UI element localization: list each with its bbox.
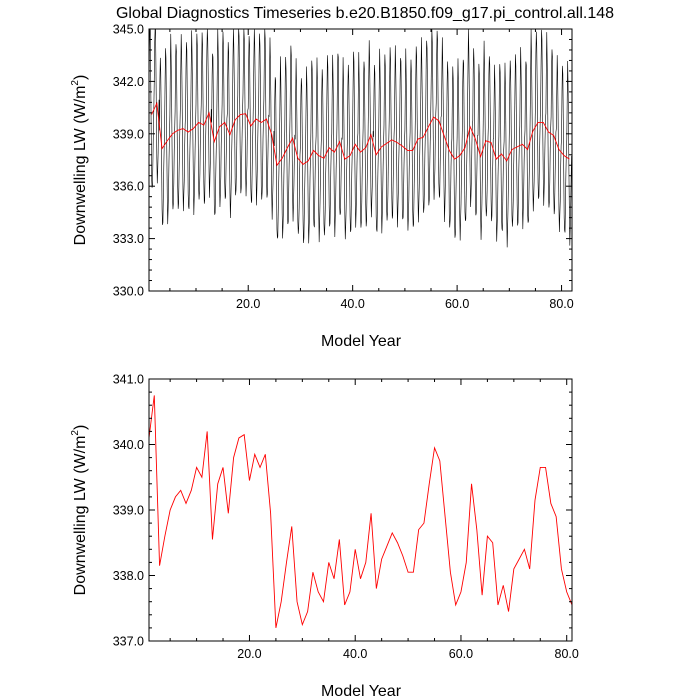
top-panel: 20.0 40.0 60.0 80.0 330.0 333.0 336.0 339.0 342.… bbox=[70, 23, 574, 351]
top-panel-ylabel-main: Downwelling LW (W/m bbox=[72, 86, 89, 246]
chart-title: Global Diagnostics Timeseries b.e20.B185… bbox=[116, 5, 614, 22]
bottom-panel-ytick-label: 339.0 bbox=[113, 504, 144, 518]
top-panel-ytick-label: 336.0 bbox=[113, 180, 144, 194]
top-panel-ytick-label: 330.0 bbox=[113, 285, 144, 299]
bottom-panel-ytick-label: 341.0 bbox=[113, 373, 144, 387]
bottom-panel-ylabel-main: Downwelling LW (W/m bbox=[72, 436, 89, 596]
top-panel-ytick-label: 339.0 bbox=[113, 127, 144, 141]
top-panel-xtick-label: 80.0 bbox=[549, 297, 573, 311]
bottom-panel-xtick-label: 60.0 bbox=[449, 647, 473, 661]
bottom-panel-xtick-label: 20.0 bbox=[237, 647, 261, 661]
bottom-panel-ylabel: Downwelling LW (W/m2) bbox=[70, 425, 89, 596]
top-panel-ticks: 20.0 40.0 60.0 80.0 330.0 333.0 336.0 339.0 342.… bbox=[113, 23, 574, 312]
top-panel-xtick-label: 60.0 bbox=[445, 297, 469, 311]
bottom-panel-ytick-label: 337.0 bbox=[113, 635, 144, 649]
bottom-panel-frame bbox=[148, 378, 573, 642]
bottom-panel-ylabel-close: ) bbox=[72, 425, 89, 430]
top-panel-ylabel-sup: 2 bbox=[70, 80, 81, 86]
bottom-panel: 20.0 40.0 60.0 80.0 337.0 338.0 339.0 340.0 341.… bbox=[70, 373, 579, 700]
bottom-panel-xtick-label: 80.0 bbox=[555, 647, 579, 661]
top-panel-ylabel-close: ) bbox=[72, 75, 89, 80]
top-panel-frame bbox=[148, 28, 573, 292]
bottom-panel-ylabel-sup: 2 bbox=[70, 430, 81, 436]
bottom-panel-xlabel: Model Year bbox=[321, 683, 402, 700]
top-panel-xlabel: Model Year bbox=[321, 333, 402, 350]
top-panel-ytick-label: 345.0 bbox=[113, 23, 144, 37]
bottom-panel-series bbox=[148, 395, 573, 628]
bottom-panel-ytick-label: 340.0 bbox=[113, 438, 144, 452]
bottom-panel-ytick-label: 338.0 bbox=[113, 569, 144, 583]
top-panel-annual-mean-line bbox=[151, 101, 570, 167]
top-panel-ytick-label: 333.0 bbox=[113, 232, 144, 246]
top-panel-monthly-line bbox=[148, 28, 572, 248]
bottom-panel-xtick-label: 40.0 bbox=[343, 647, 367, 661]
top-panel-ytick-label: 342.0 bbox=[113, 75, 144, 89]
top-panel-ylabel: Downwelling LW (W/m2) bbox=[70, 75, 89, 246]
bottom-panel-ticks: 20.0 40.0 60.0 80.0 337.0 338.0 339.0 340.0 341.… bbox=[113, 373, 579, 662]
top-panel-xtick-label: 20.0 bbox=[236, 297, 260, 311]
top-panel-xtick-label: 40.0 bbox=[340, 297, 364, 311]
bottom-panel-annual-mean-line bbox=[148, 395, 573, 628]
top-panel-series bbox=[148, 28, 572, 248]
